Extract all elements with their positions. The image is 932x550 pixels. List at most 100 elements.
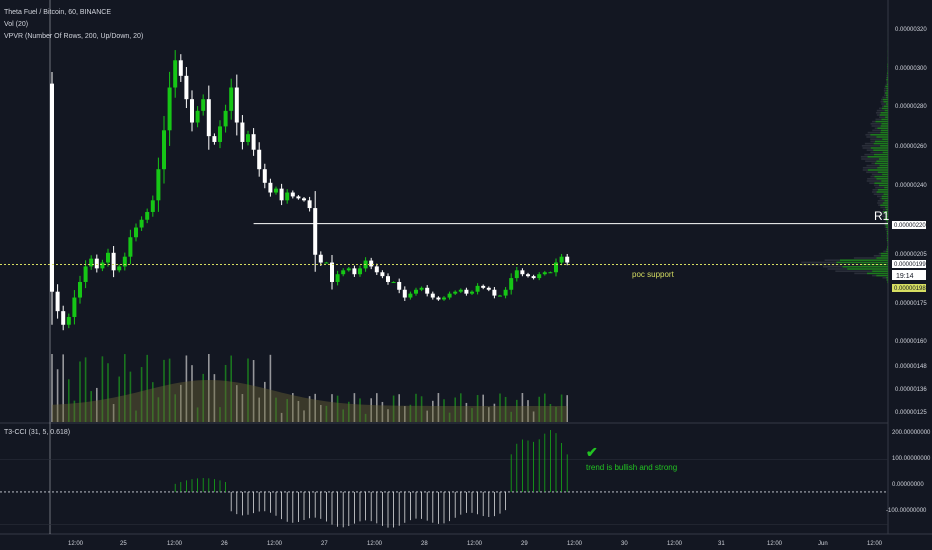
volume-profile-row-up (882, 202, 888, 204)
volume-profile-row-down (824, 259, 840, 261)
volume-profile-row-up (883, 211, 888, 213)
volume-bar (140, 367, 143, 422)
volume-profile-row-up (881, 197, 888, 200)
candle-body (134, 227, 138, 238)
candle-body (184, 75, 189, 100)
volume-bar (174, 394, 176, 422)
volume-bar (269, 354, 272, 422)
volume-profile-row-up (885, 85, 888, 88)
candle-body (374, 266, 379, 273)
time-tick: 12:00 (68, 541, 84, 547)
candle-body (262, 169, 267, 183)
candle-body (78, 281, 82, 298)
volume-profile-row-up (876, 160, 888, 162)
candle-body (246, 134, 250, 142)
volume-profile-row-up (887, 246, 888, 248)
volume-bar (152, 382, 154, 422)
volume-profile-row-up (886, 222, 888, 224)
volume-profile-row-up (887, 281, 888, 283)
volume-bar (56, 369, 59, 422)
volume-bar (342, 409, 344, 422)
volume-profile-row-up (886, 279, 888, 281)
candle-body (498, 295, 502, 297)
volume-profile-row-up (861, 263, 888, 266)
volume-profile-row-up (887, 74, 888, 77)
volume-profile-row-up (880, 129, 888, 132)
volume-bar (320, 404, 322, 422)
volume-bar (348, 401, 350, 422)
candle-body (486, 287, 491, 290)
volume-bar (191, 365, 193, 422)
volume-profile-row-down (884, 222, 887, 224)
price-axis[interactable]: 0.00000320 0.00000300 0.00000280 0.00000… (892, 27, 927, 416)
trend-annotation: trend is bullish and strong (586, 463, 677, 472)
volume-bar (521, 393, 524, 422)
price-tick: 0.00000205 (895, 252, 927, 258)
volume-bar (443, 399, 445, 422)
volume-profile-row-up (874, 162, 888, 165)
candle-body (341, 270, 346, 275)
volume-profile-row-up (839, 259, 888, 261)
volume-profile-row-up (885, 92, 888, 94)
candle-body (453, 291, 458, 294)
volume-bar (566, 395, 568, 422)
time-axis[interactable]: 12:00 25 12:00 26 12:00 27 12:00 28 12:0… (68, 541, 883, 547)
volume-bar (359, 398, 361, 422)
cci-tick: 0.00000000 (892, 482, 924, 488)
candle-body (402, 289, 407, 298)
volume-profile-row-up (885, 226, 888, 228)
cci-tick: 200.00000000 (892, 430, 931, 436)
volume-bar (208, 354, 210, 422)
volume-profile-row-down (853, 257, 877, 259)
volume-bar (325, 405, 328, 422)
volume-profile-row-down (870, 175, 875, 178)
candle-body (94, 258, 99, 269)
volume-profile-row-up (876, 136, 888, 138)
time-tick: 26 (221, 541, 228, 547)
volume-profile-row-down (887, 241, 888, 244)
price-tick: 0.00000320 (895, 27, 927, 33)
volume-profile-row-up (881, 195, 888, 198)
volume-profile-row-up (876, 274, 888, 277)
candle-body (72, 297, 77, 317)
candle-body (481, 285, 486, 288)
volume-bar (202, 373, 204, 422)
volume-bar (196, 407, 199, 422)
time-tick: 12:00 (867, 541, 883, 547)
volume-profile-row-down (878, 252, 881, 255)
candle-body (290, 192, 295, 197)
time-tick: 12:00 (767, 541, 783, 547)
volume-profile-row-down (886, 81, 888, 83)
volume-profile-row-up (887, 235, 888, 237)
volume-profile-row-up (878, 158, 888, 160)
volume-profile-row-up (885, 208, 888, 211)
volume-bar (336, 395, 339, 422)
volume-profile-row-up (873, 153, 888, 156)
candle-body (145, 211, 150, 220)
volume-bar (544, 393, 546, 422)
volume-profile-row-up (884, 186, 888, 189)
volume-bar (252, 360, 255, 422)
volume-profile-row-down (862, 167, 878, 169)
volume-profile-row-up (880, 145, 888, 147)
volume-bar (247, 358, 249, 422)
cci-axis[interactable]: 200.00000000 100.00000000 0.00000000 -10… (886, 430, 931, 514)
volume-profile-row-down (882, 277, 887, 279)
volume-profile-row-down (881, 215, 886, 217)
volume-profile-row-up (884, 109, 888, 112)
volume-bar (404, 406, 406, 422)
volume-profile-row-up (882, 173, 888, 176)
volume-profile-row-up (881, 107, 888, 110)
volume-profile-row-down (884, 94, 886, 96)
volume-profile-row-down (886, 74, 888, 77)
volume-profile-row-down (881, 103, 886, 105)
volume-profile-row-down (884, 226, 886, 228)
volume-profile-row-up (879, 114, 888, 116)
volume-profile-row-up (884, 206, 888, 209)
volume-profile-row-up (884, 213, 888, 215)
volume-profile-row-down (872, 189, 878, 191)
volume-profile-row-down (864, 153, 874, 156)
volume-bar (504, 396, 507, 422)
poc-price-tag (892, 284, 926, 292)
